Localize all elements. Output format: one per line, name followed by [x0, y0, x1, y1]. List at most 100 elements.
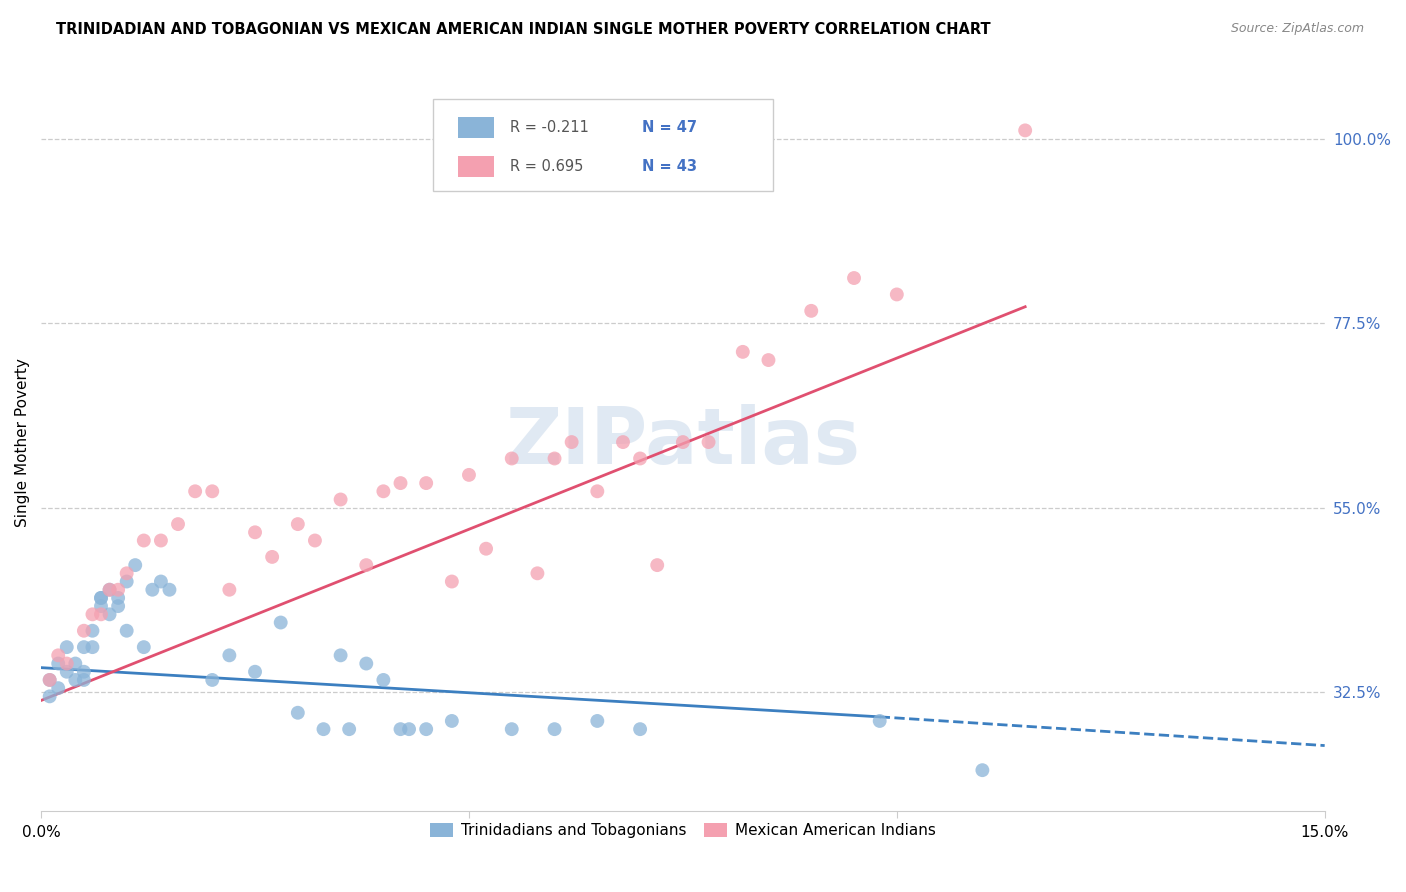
Point — [98, 607, 121, 622]
Point — [586, 484, 609, 499]
Point — [356, 558, 378, 573]
Point — [73, 640, 96, 654]
Point — [82, 640, 104, 654]
Point — [645, 558, 668, 573]
Point — [628, 722, 651, 736]
Y-axis label: Single Mother Poverty: Single Mother Poverty — [15, 358, 30, 526]
Point — [107, 582, 129, 597]
Point — [373, 484, 395, 499]
Point — [800, 303, 823, 318]
Point — [373, 673, 395, 687]
Point — [124, 558, 146, 573]
Point — [672, 435, 695, 450]
Point — [243, 665, 266, 679]
Point — [107, 591, 129, 605]
Point — [398, 722, 420, 736]
Point — [55, 657, 77, 671]
Point — [98, 582, 121, 597]
Point — [329, 492, 352, 507]
Point — [141, 582, 163, 597]
Point — [115, 566, 138, 581]
Point — [149, 574, 172, 589]
Point — [389, 722, 412, 736]
Point — [38, 673, 60, 687]
Point — [842, 271, 865, 285]
Point — [46, 681, 69, 695]
Point — [1014, 123, 1036, 137]
Point — [415, 476, 437, 491]
Point — [501, 722, 523, 736]
Point — [159, 582, 181, 597]
Point — [38, 673, 60, 687]
Point — [697, 435, 720, 450]
Point — [115, 624, 138, 638]
Point — [65, 673, 87, 687]
Point — [440, 714, 463, 728]
Point — [543, 722, 565, 736]
Point — [586, 714, 609, 728]
Bar — [458, 117, 494, 138]
Point — [38, 690, 60, 704]
Point — [82, 624, 104, 638]
Point — [90, 607, 112, 622]
Point — [149, 533, 172, 548]
Point — [287, 517, 309, 532]
Point — [731, 344, 754, 359]
Bar — [458, 156, 494, 178]
FancyBboxPatch shape — [433, 99, 773, 191]
Point — [270, 615, 292, 630]
Point — [243, 525, 266, 540]
Text: Source: ZipAtlas.com: Source: ZipAtlas.com — [1230, 22, 1364, 36]
Point — [304, 533, 326, 548]
Point — [389, 476, 412, 491]
Point — [46, 657, 69, 671]
Text: ZIPatlas: ZIPatlas — [505, 404, 860, 480]
Point — [612, 435, 634, 450]
Point — [329, 648, 352, 663]
Text: R = -0.211: R = -0.211 — [509, 120, 589, 136]
Text: TRINIDADIAN AND TOBAGONIAN VS MEXICAN AMERICAN INDIAN SINGLE MOTHER POVERTY CORR: TRINIDADIAN AND TOBAGONIAN VS MEXICAN AM… — [56, 22, 991, 37]
Text: R = 0.695: R = 0.695 — [509, 159, 583, 174]
Point — [73, 673, 96, 687]
Point — [65, 657, 87, 671]
Point — [90, 591, 112, 605]
Point — [132, 640, 155, 654]
Point — [90, 599, 112, 614]
Point — [55, 640, 77, 654]
Point — [218, 582, 240, 597]
Legend: Trinidadians and Tobagonians, Mexican American Indians: Trinidadians and Tobagonians, Mexican Am… — [423, 817, 942, 844]
Point — [475, 541, 498, 556]
Point — [115, 574, 138, 589]
Point — [218, 648, 240, 663]
Point — [972, 763, 994, 777]
Point — [886, 287, 908, 301]
Point — [758, 353, 780, 368]
Point — [98, 582, 121, 597]
Point — [132, 533, 155, 548]
Text: N = 47: N = 47 — [641, 120, 697, 136]
Point — [262, 549, 284, 564]
Point — [184, 484, 207, 499]
Point — [46, 648, 69, 663]
Point — [312, 722, 335, 736]
Point — [90, 591, 112, 605]
Point — [458, 467, 481, 482]
Point — [628, 451, 651, 466]
Point — [73, 665, 96, 679]
Text: N = 43: N = 43 — [641, 159, 697, 174]
Point — [561, 435, 583, 450]
Point — [167, 517, 190, 532]
Point — [440, 574, 463, 589]
Point — [201, 673, 224, 687]
Point — [82, 607, 104, 622]
Point — [55, 665, 77, 679]
Point — [415, 722, 437, 736]
Point — [337, 722, 360, 736]
Point — [543, 451, 565, 466]
Point — [73, 624, 96, 638]
Point — [201, 484, 224, 499]
Point — [287, 706, 309, 720]
Point — [526, 566, 548, 581]
Point — [501, 451, 523, 466]
Point — [107, 599, 129, 614]
